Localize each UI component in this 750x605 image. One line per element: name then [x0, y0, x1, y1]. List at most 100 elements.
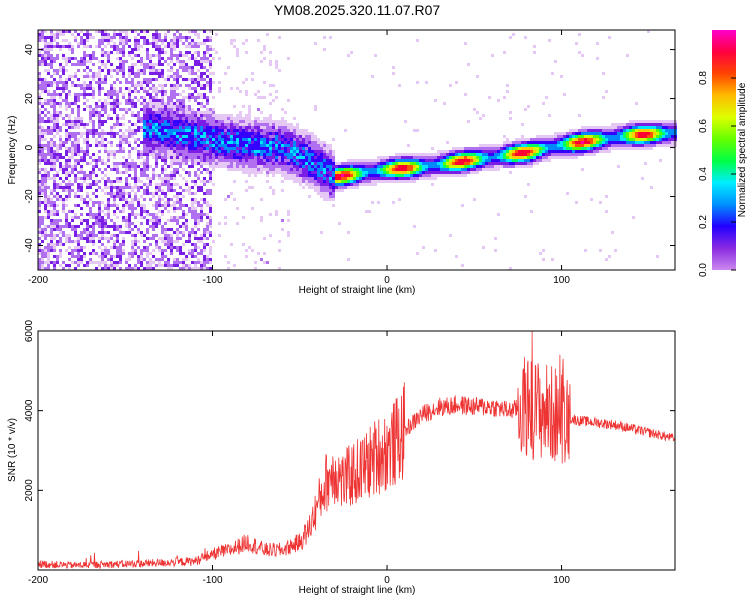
spectrogram-cell: [77, 147, 80, 150]
spectrogram-cell: [161, 123, 164, 126]
spectrogram-cell: [98, 207, 101, 210]
spectrogram-cell: [59, 249, 62, 252]
spectrogram-cell: [608, 135, 611, 138]
spectrogram-cell: [236, 150, 239, 153]
spectrogram-cell: [260, 138, 263, 141]
spectrogram-cell: [560, 153, 563, 156]
spectrogram-cell: [158, 57, 161, 60]
spectrogram-cell: [284, 120, 287, 123]
spectrogram-cell: [152, 126, 155, 129]
spectrogram-cell: [98, 117, 101, 120]
spectrogram-cell: [77, 195, 80, 198]
spectrogram-cell: [65, 186, 68, 189]
spectrogram-cell: [173, 207, 176, 210]
spectrogram-cell: [401, 156, 404, 159]
spectrogram-cell: [527, 156, 530, 159]
spectrogram-cell: [113, 240, 116, 243]
spectrogram-cell: [254, 147, 257, 150]
spectrogram-cell: [194, 60, 197, 63]
spectrogram-cell: [200, 63, 203, 66]
spectrogram-cell: [47, 147, 50, 150]
spectrogram-cell: [80, 219, 83, 222]
spectrogram-cell: [581, 135, 584, 138]
spectrogram-cell: [263, 150, 266, 153]
spectrogram-cell: [305, 159, 308, 162]
spectrogram-cell: [176, 78, 179, 81]
spectrogram-cell: [422, 159, 425, 162]
spectrogram-cell: [317, 159, 320, 162]
spectrogram-cell: [509, 36, 512, 39]
spectrogram-cell: [80, 93, 83, 96]
spectrogram-cell: [440, 165, 443, 168]
spectrogram-cell: [569, 132, 572, 135]
spectrogram-cell: [131, 81, 134, 84]
spectrogram-cell: [512, 141, 515, 144]
spectrogram-cell: [71, 216, 74, 219]
spectrogram-cell: [653, 126, 656, 129]
spectrogram-cell: [134, 54, 137, 57]
spectrogram-cell: [101, 171, 104, 174]
spectrogram-cell: [200, 216, 203, 219]
spectrogram-cell: [155, 189, 158, 192]
spectrogram-cell: [590, 135, 593, 138]
spectrogram-cell: [311, 186, 314, 189]
spectrogram-cell: [665, 129, 668, 132]
spectrogram-cell: [299, 129, 302, 132]
spectrogram-cell: [143, 81, 146, 84]
spectrogram-cell: [656, 138, 659, 141]
spectrogram-cell: [170, 75, 173, 78]
spectrogram-cell: [47, 210, 50, 213]
spectrogram-cell: [257, 126, 260, 129]
spectrogram-cell: [539, 156, 542, 159]
spectrogram-cell: [149, 252, 152, 255]
spectrogram-cell: [83, 42, 86, 45]
spectrogram-cell: [194, 207, 197, 210]
spectrogram-cell: [59, 69, 62, 72]
spectrogram-cell: [398, 162, 401, 165]
spectrogram-cell: [407, 156, 410, 159]
spectrogram-cell: [578, 138, 581, 141]
spectrogram-cell: [152, 237, 155, 240]
spectrogram-cell: [509, 162, 512, 165]
spectrogram-cell: [512, 162, 515, 165]
spectrogram-cell: [497, 156, 500, 159]
spectrogram-cell: [401, 159, 404, 162]
spectrogram-cell: [77, 159, 80, 162]
spectrogram-cell: [50, 81, 53, 84]
spectrogram-cell: [92, 261, 95, 264]
spectrogram-cell: [461, 162, 464, 165]
spectrogram-cell: [320, 150, 323, 153]
spectrogram-cell: [209, 219, 212, 222]
spectrogram-cell: [62, 45, 65, 48]
spectrogram-cell: [203, 153, 206, 156]
spectrogram-cell: [347, 258, 350, 261]
spectrogram-cell: [47, 42, 50, 45]
spectrogram-cell: [263, 162, 266, 165]
spectrogram-cell: [644, 126, 647, 129]
spectrogram-cell: [167, 99, 170, 102]
spectrogram-cell: [194, 111, 197, 114]
spectrogram-cell: [131, 189, 134, 192]
spectrogram-cell: [83, 87, 86, 90]
spectrogram-cell: [203, 162, 206, 165]
spectrogram-cell: [260, 141, 263, 144]
spectrogram-cell: [425, 156, 428, 159]
spectrogram-cell: [422, 246, 425, 249]
spectrogram-cell: [92, 135, 95, 138]
spectrogram-cell: [608, 255, 611, 258]
spectrogram-cell: [53, 144, 56, 147]
spectrogram-cell: [203, 243, 206, 246]
spectrogram-cell: [116, 168, 119, 171]
spectrogram-cell: [278, 132, 281, 135]
spectrogram-cell: [113, 234, 116, 237]
spectrogram-cell: [194, 150, 197, 153]
spectrogram-cell: [152, 222, 155, 225]
spectrogram-cell: [653, 132, 656, 135]
spectrogram-cell: [53, 186, 56, 189]
spectrogram-cell: [662, 141, 665, 144]
spectrogram-cell: [524, 141, 527, 144]
spectrogram-cell: [107, 57, 110, 60]
spectrogram-cell: [104, 261, 107, 264]
spectrogram-cell: [185, 147, 188, 150]
spectrogram-cell: [86, 141, 89, 144]
